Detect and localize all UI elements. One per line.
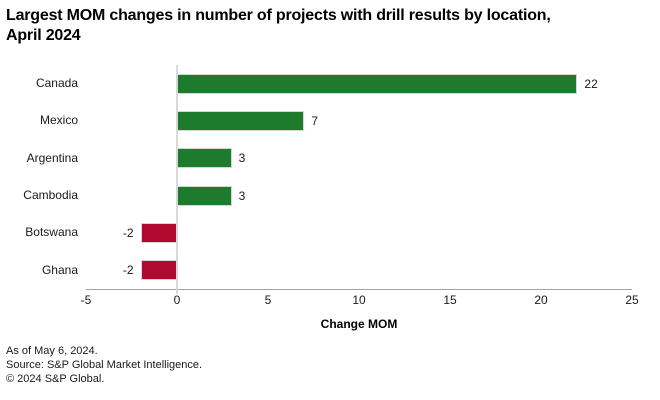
value-label: 3 — [238, 151, 246, 166]
x-tick-label: 10 — [352, 293, 366, 307]
value-label: -2 — [122, 263, 134, 278]
bar-mexico — [177, 111, 305, 131]
x-tick-label: 15 — [443, 293, 457, 307]
footer-copyright: © 2024 S&P Global. — [6, 373, 105, 385]
x-tick-label: 5 — [264, 293, 272, 307]
x-axis-ticks: -5 0 5 10 15 20 25 — [81, 293, 639, 307]
value-label: -2 — [122, 226, 134, 240]
bar-botswana — [140, 223, 177, 243]
x-tick-label: -5 — [80, 293, 92, 307]
category-label: Mexico — [39, 113, 78, 128]
value-label: 7 — [311, 114, 319, 128]
bar-ghana — [140, 260, 177, 281]
chart-title-line2: April 2024 — [6, 27, 81, 44]
x-tick-label: 0 — [173, 293, 181, 307]
footer-notes: As of May 6, 2024. Source: S&P Global Ma… — [6, 344, 202, 386]
chart-title-line1: Largest MOM changes in number of project… — [6, 7, 551, 24]
zero-gridline — [176, 65, 178, 294]
category-label: Cambodia — [23, 188, 78, 202]
bar-argentina — [177, 148, 232, 169]
category-label: Ghana — [41, 262, 78, 277]
value-label: 22 — [584, 76, 598, 91]
value-label: 3 — [238, 188, 246, 203]
plot-area: 22 7 3 3 -2 -2 — [86, 65, 632, 294]
footer-asof: As of May 6, 2024. — [6, 345, 98, 357]
category-label: Canada — [35, 76, 78, 90]
x-axis-title: Change MOM — [320, 317, 398, 331]
x-tick-label: 20 — [534, 293, 548, 307]
category-label: Botswana — [25, 225, 78, 240]
bar-cambodia — [177, 185, 232, 206]
chart-title: Largest MOM changes in number of project… — [6, 6, 654, 46]
footer-source: Source: S&P Global Market Intelligence. — [6, 359, 203, 371]
x-tick-label: 25 — [625, 293, 639, 307]
category-axis: Canada Mexico Argentina Cambodia Botswana Gha… — [0, 65, 78, 289]
bar-canada — [177, 73, 578, 94]
category-label: Argentina — [26, 150, 78, 165]
